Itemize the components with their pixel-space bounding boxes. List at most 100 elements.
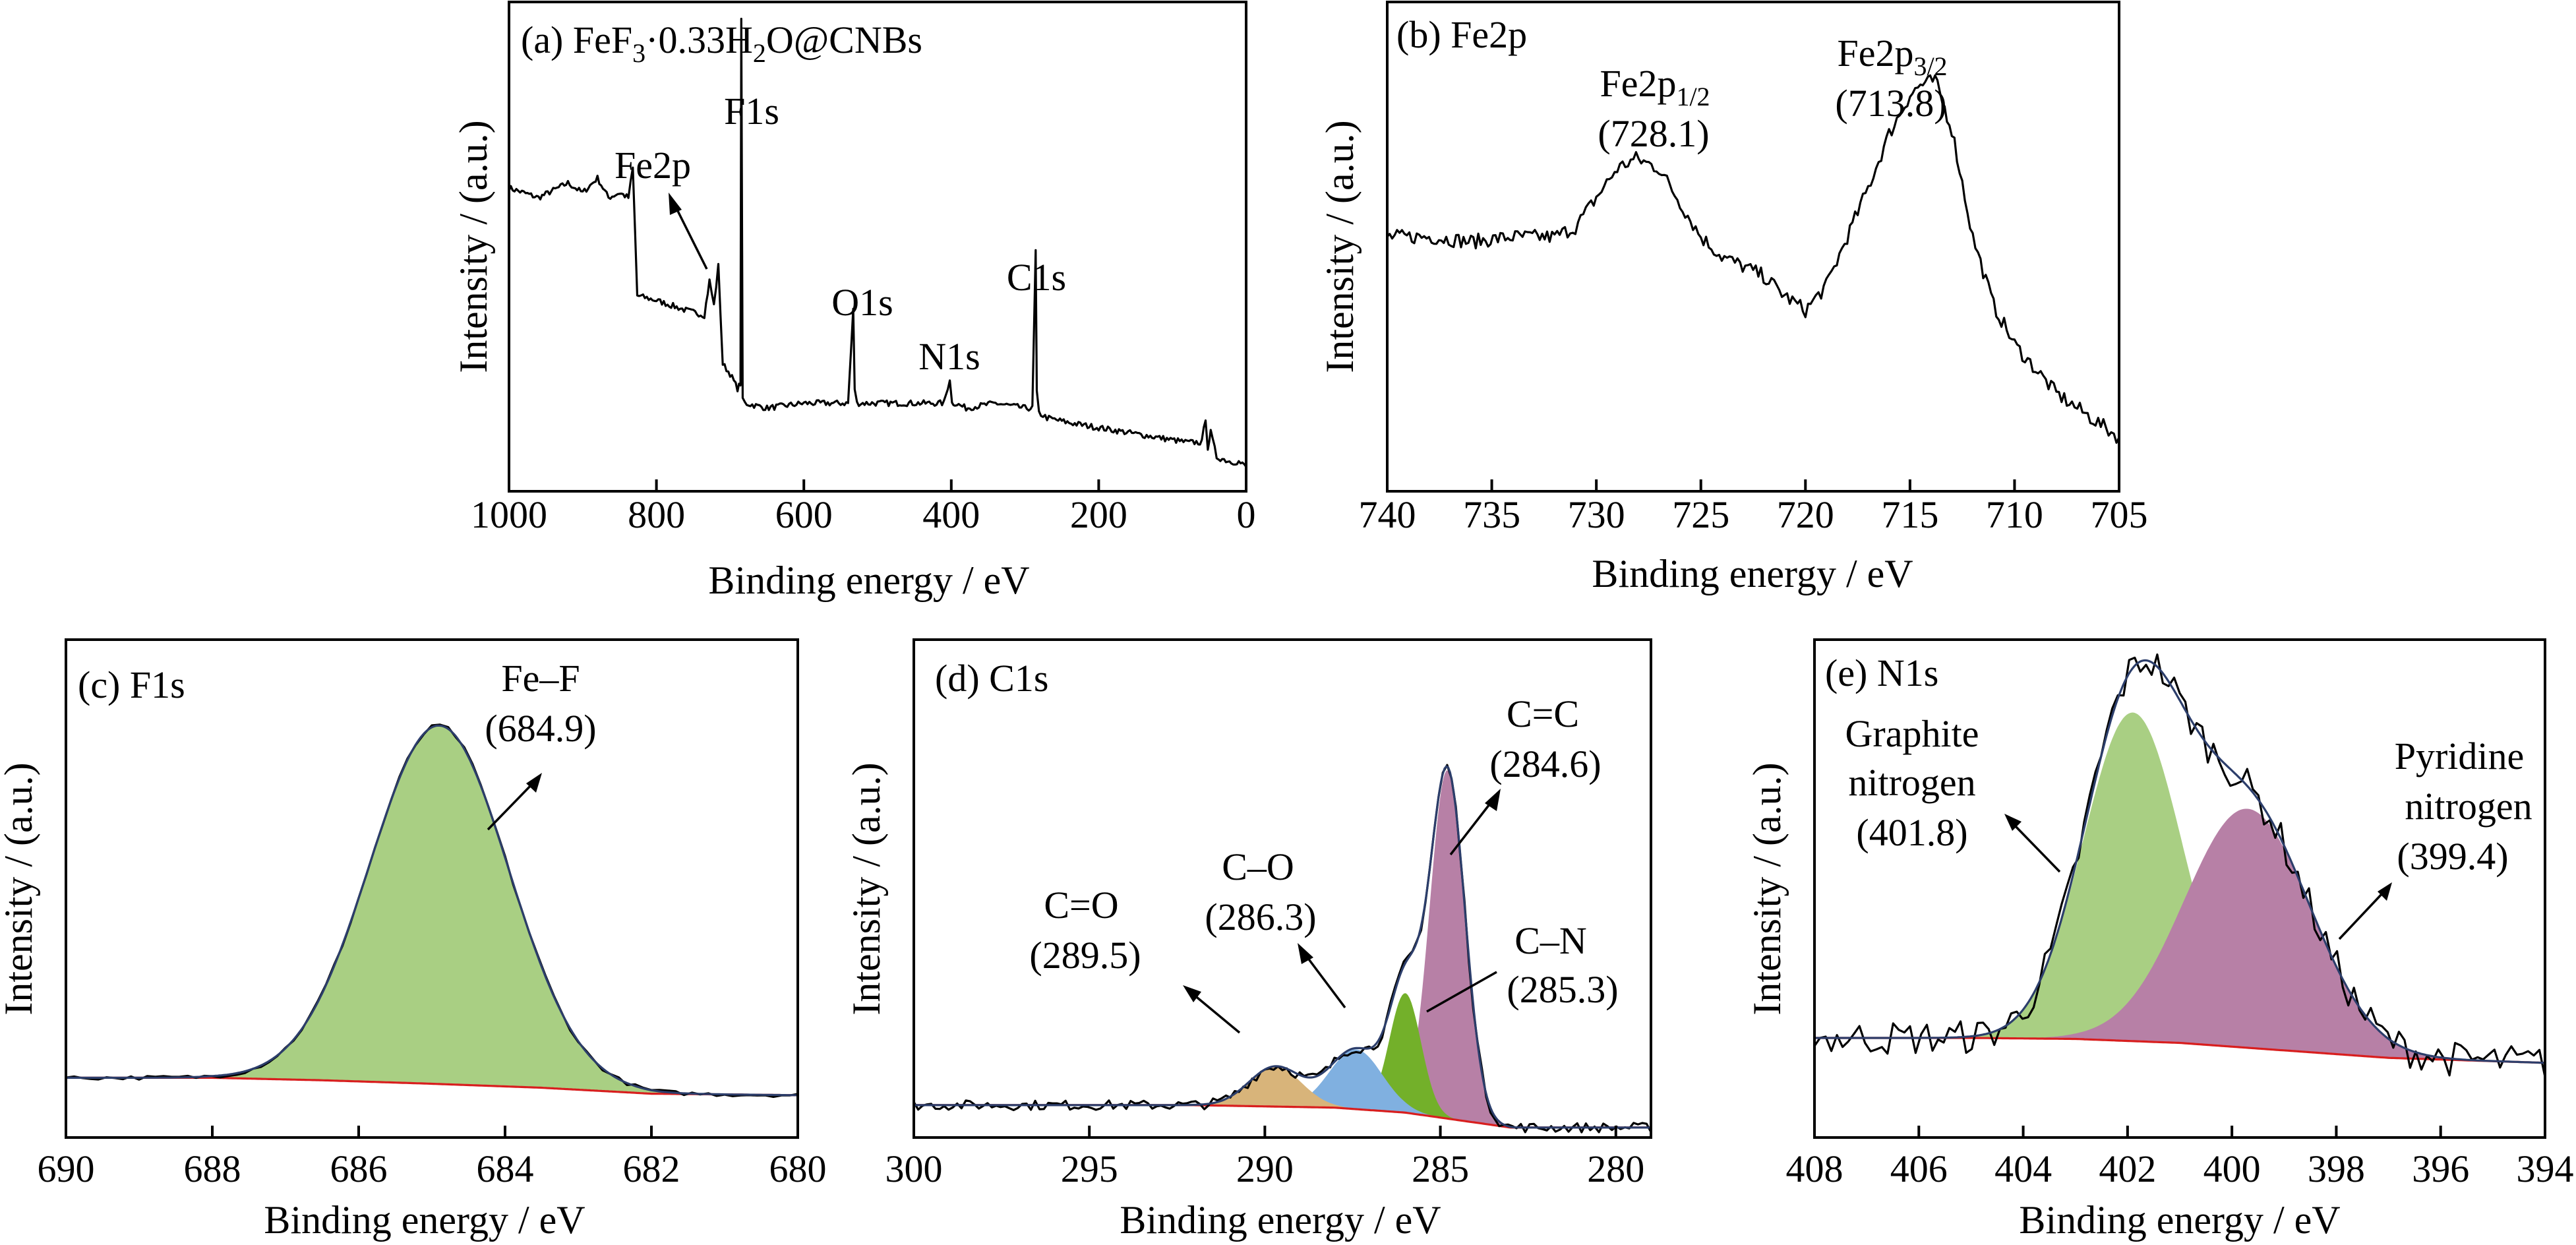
d-cn-arrow-line — [1426, 971, 1497, 1013]
d-component-3 — [914, 1066, 1651, 1128]
a-tick-label-5: 0 — [1237, 493, 1256, 536]
b-peak-label-fe2p12: Fe2p1/2 — [1600, 62, 1710, 111]
c-component-0 — [66, 725, 798, 1095]
b-peak-value-728: (728.1) — [1598, 112, 1709, 155]
b-tick-label-0: 740 — [1359, 493, 1416, 536]
c-tick-label-1: 688 — [184, 1147, 241, 1190]
c-peak-label-fef: Fe–F — [501, 657, 580, 700]
e-tick-label-1: 406 — [1890, 1147, 1948, 1190]
d-peak-value-289: (289.5) — [1029, 934, 1141, 977]
d-fit-envelope-line — [914, 764, 1651, 1129]
a-tick-label-1: 800 — [628, 493, 685, 536]
c-panel-title: (c) F1s — [78, 663, 185, 706]
d-co-arrow-line — [1304, 954, 1346, 1009]
a-tick-label-3: 400 — [922, 493, 980, 536]
b-tick-label-1: 735 — [1463, 493, 1520, 536]
c-x-axis-label: Binding energy / eV — [264, 1198, 585, 1242]
e-component-1 — [1814, 808, 2545, 1063]
e-pyridine-arrow-line — [2338, 892, 2384, 940]
e-tick-label-6: 396 — [2412, 1147, 2469, 1190]
d-tick-label-1: 295 — [1061, 1147, 1118, 1190]
d-c-o-double-arrowhead — [1183, 985, 1201, 1002]
d-cc-arrowhead — [1485, 789, 1501, 811]
b-panel-title: (b) Fe2p — [1396, 13, 1527, 56]
e-fit-envelope-line — [1814, 659, 2545, 1064]
b-peak-label-fe2p32: Fe2p3/2 — [1837, 32, 1947, 81]
b-y-axis-label: Intensity / (a.u.) — [1318, 120, 1362, 373]
d-peak-label-cn: C–N — [1514, 919, 1587, 962]
e-graphite-arrowhead — [2004, 814, 2022, 831]
d-peak-label-co: C–O — [1222, 845, 1294, 888]
d-tick-label-2: 290 — [1236, 1147, 1294, 1190]
a-plot-frame — [508, 1, 1247, 493]
e-label-pyridine-line1: Pyridine — [2395, 735, 2525, 777]
e-x-ticks: 408 406 404 402 400 398 396 394 — [1786, 1126, 2574, 1190]
e-graphite-arrow-line — [2012, 823, 2061, 873]
d-tick-label-3: 285 — [1412, 1147, 1469, 1190]
a-fe2p-arrowhead — [669, 193, 682, 215]
d-y-axis-label: Intensity / (a.u.) — [845, 762, 888, 1015]
e-x-axis-label: Binding energy / eV — [2019, 1198, 2340, 1242]
d-x-axis-label: Binding energy / eV — [1120, 1198, 1441, 1242]
e-label-pyridine-line3: (399.4) — [2397, 835, 2508, 878]
panel-a: 1000 800 600 400 200 0 (a) FeF3·0.33H2O@CNBs … — [452, 1, 1256, 602]
c-tick-label-5: 680 — [769, 1147, 827, 1190]
e-tick-label-4: 400 — [2203, 1147, 2261, 1190]
c-fef-arrowhead — [526, 773, 542, 793]
d-peak-value-286: (286.3) — [1205, 896, 1316, 938]
d-tick-label-0: 300 — [885, 1147, 943, 1190]
c-raw-data-line — [66, 723, 798, 1098]
c-peak-value-684: (684.9) — [485, 707, 596, 750]
e-plot-area — [1814, 653, 2545, 1078]
d-panel-title: (d) C1s — [935, 657, 1048, 700]
d-component-0 — [914, 770, 1651, 1128]
a-tick-label-2: 600 — [775, 493, 833, 536]
d-peak-value-284: (284.6) — [1489, 743, 1601, 785]
d-co-arrowhead — [1298, 943, 1313, 964]
d-x-ticks: 300 295 290 285 280 — [885, 1126, 1644, 1190]
a-tick-label-4: 200 — [1070, 493, 1127, 536]
b-tick-label-6: 710 — [1986, 493, 2043, 536]
a-peak-label-c1s: C1s — [1007, 256, 1066, 299]
d-plot-area — [914, 764, 1651, 1134]
c-tick-label-3: 684 — [477, 1147, 534, 1190]
d-cc-arrow-line — [1449, 801, 1493, 856]
b-plot-frame — [1386, 1, 2120, 493]
d-peak-label-cc: C=C — [1507, 692, 1579, 735]
c-plot-area — [66, 723, 798, 1098]
c-plot-frame — [65, 638, 799, 1139]
a-peak-label-fe2p: Fe2p — [614, 144, 691, 187]
d-plot-frame — [913, 638, 1652, 1139]
panel-d: 300 295 290 285 280 (d) C1s Intensity / (a.u… — [845, 638, 1652, 1242]
b-tick-label-5: 715 — [1881, 493, 1938, 536]
a-fe2p-arrow-line — [674, 205, 708, 270]
e-label-pyridine-line2: nitrogen — [2405, 785, 2532, 828]
a-peak-label-f1s: F1s — [724, 90, 779, 133]
c-fit-envelope-line — [66, 724, 798, 1097]
e-panel-title: (e) N1s — [1825, 652, 1938, 694]
e-tick-label-5: 398 — [2308, 1147, 2365, 1190]
b-tick-label-7: 705 — [2091, 493, 2148, 536]
e-pyridine-arrowhead — [2378, 882, 2392, 901]
a-x-ticks: 1000 800 600 400 200 0 — [471, 479, 1256, 536]
e-y-axis-label: Intensity / (a.u.) — [1745, 762, 1789, 1015]
a-peak-label-o1s: O1s — [831, 281, 893, 324]
e-label-graphite-line3: (401.8) — [1856, 811, 1967, 854]
c-tick-label-2: 686 — [330, 1147, 388, 1190]
d-c-o-double-arrow-line — [1192, 993, 1241, 1034]
c-y-axis-label: Intensity / (a.u.) — [0, 762, 40, 1015]
e-component-0 — [1814, 712, 2545, 1063]
c-fef-arrow-line — [487, 782, 534, 831]
panel-c: 690 688 686 684 682 680 (c) F1s Intensity / (… — [0, 638, 827, 1242]
d-background-line — [914, 1104, 1651, 1129]
b-spectrum-line — [1387, 74, 2119, 444]
b-x-ticks: 740 735 730 725 720 715 710 705 — [1359, 479, 2148, 536]
c-tick-label-4: 682 — [623, 1147, 680, 1190]
e-tick-label-0: 408 — [1786, 1147, 1843, 1190]
e-plot-frame — [1813, 638, 2546, 1139]
d-peak-value-285: (285.3) — [1507, 968, 1618, 1011]
b-tick-label-2: 730 — [1568, 493, 1625, 536]
e-label-graphite-line2: nitrogen — [1848, 761, 1975, 804]
e-tick-label-2: 404 — [1994, 1147, 2052, 1190]
